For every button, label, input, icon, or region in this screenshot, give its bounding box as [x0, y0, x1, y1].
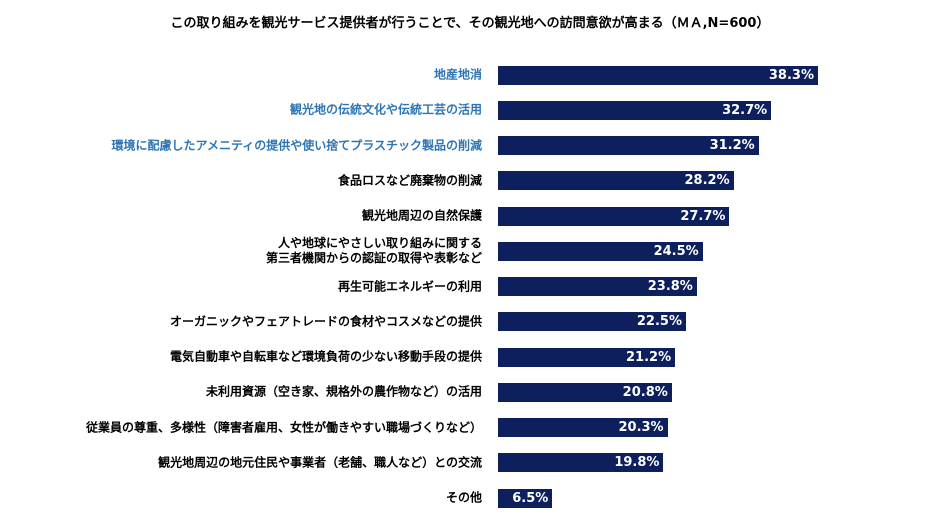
value-label: 21.2% [626, 349, 672, 365]
category-label: 地産地消 [433, 67, 482, 82]
bar [498, 65, 818, 85]
category-label: 再生可能エネルギーの利用 [337, 279, 482, 293]
value-label: 28.2% [684, 173, 730, 189]
category-label: 未利用資源（空き家、規格外の農作物など）の活用 [205, 384, 482, 399]
value-label: 20.8% [622, 384, 668, 400]
bar [498, 453, 664, 473]
category-label: 観光地周辺の自然保護 [361, 208, 482, 223]
value-label: 6.5% [512, 490, 549, 506]
value-label: 24.5% [653, 243, 699, 259]
chart-title: この取り組みを観光サービス提供者が行うことで、その観光地への訪問意欲が高まる（Ｍ… [170, 16, 770, 31]
category-label: 電気自動車や自転車など環境負荷の少ない移動手段の提供 [169, 349, 482, 364]
value-label: 27.7% [680, 208, 726, 224]
bar [498, 241, 703, 261]
value-label: 22.5% [636, 314, 682, 330]
value-label: 20.3% [618, 420, 664, 435]
category-label: 観光地周辺の地元住民や事業者（老舗、職人など）との交流 [158, 455, 482, 470]
value-label: 23.8% [647, 279, 693, 294]
bar [498, 347, 676, 367]
category-label: 従業員の尊重、多様性（障害者雇用、女性が働きやすい職場づくりなど） [85, 420, 482, 434]
bar [498, 206, 730, 226]
value-label: 31.2% [709, 138, 755, 153]
bar [498, 136, 759, 155]
bar [498, 277, 697, 296]
bar [498, 100, 772, 120]
category-label: 人や地球にやさしい取り組みに関する 第三者機関からの認証の取得や表彰など [265, 236, 482, 266]
bar [498, 171, 734, 191]
category-label: 環境に配慮したアメニティの提供や使い捨てプラスチック製品の削減 [111, 138, 482, 152]
value-label: 19.8% [614, 455, 660, 471]
value-label: 38.3% [768, 67, 814, 83]
bar [498, 312, 686, 332]
category-label: 観光地の伝統文化や伝統工芸の活用 [289, 102, 482, 117]
bar [498, 418, 668, 437]
category-label: オーガニックやフェアトレードの食材やコスメなどの提供 [169, 314, 482, 329]
bar [498, 382, 672, 402]
category-label: その他 [445, 490, 482, 505]
value-label: 32.7% [722, 102, 768, 118]
bar [498, 488, 553, 508]
category-label: 食品ロスなど廃棄物の削減 [337, 173, 482, 188]
